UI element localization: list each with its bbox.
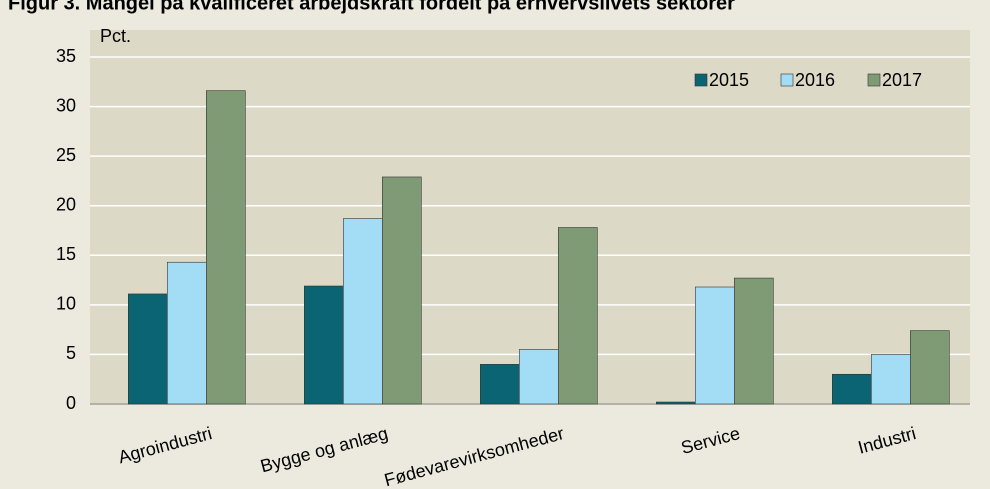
bar <box>655 401 696 405</box>
legend-swatch <box>694 73 708 87</box>
bar <box>206 90 246 405</box>
y-axis-label: Pct. <box>100 26 131 46</box>
bar <box>733 277 774 405</box>
y-tick-label: 5 <box>66 343 76 363</box>
y-tick-label: 25 <box>56 145 76 165</box>
y-tick-label: 0 <box>66 393 76 413</box>
legend-label: 2016 <box>795 70 835 90</box>
bar <box>303 285 344 405</box>
bar <box>381 176 422 405</box>
y-tick-label: 10 <box>56 294 76 314</box>
legend-label: 2017 <box>882 70 922 90</box>
y-tick-label: 20 <box>56 194 76 214</box>
y-tick-label: 15 <box>56 244 76 264</box>
bar <box>694 286 735 405</box>
bar <box>342 218 383 405</box>
legend-swatch <box>780 73 794 87</box>
bar <box>518 349 559 405</box>
legend-label: 2015 <box>709 70 749 90</box>
bar <box>479 364 520 405</box>
bar <box>128 293 168 405</box>
legend-swatch <box>867 73 881 87</box>
bar <box>557 227 598 405</box>
y-tick-label: 30 <box>56 95 76 115</box>
chart-title: Figur 3. Mangel på kvalificeret arbejdsk… <box>8 0 735 14</box>
bar <box>870 354 911 405</box>
bar <box>909 330 950 405</box>
y-tick-label: 35 <box>56 46 76 66</box>
bar <box>167 261 207 405</box>
bar <box>831 373 872 405</box>
